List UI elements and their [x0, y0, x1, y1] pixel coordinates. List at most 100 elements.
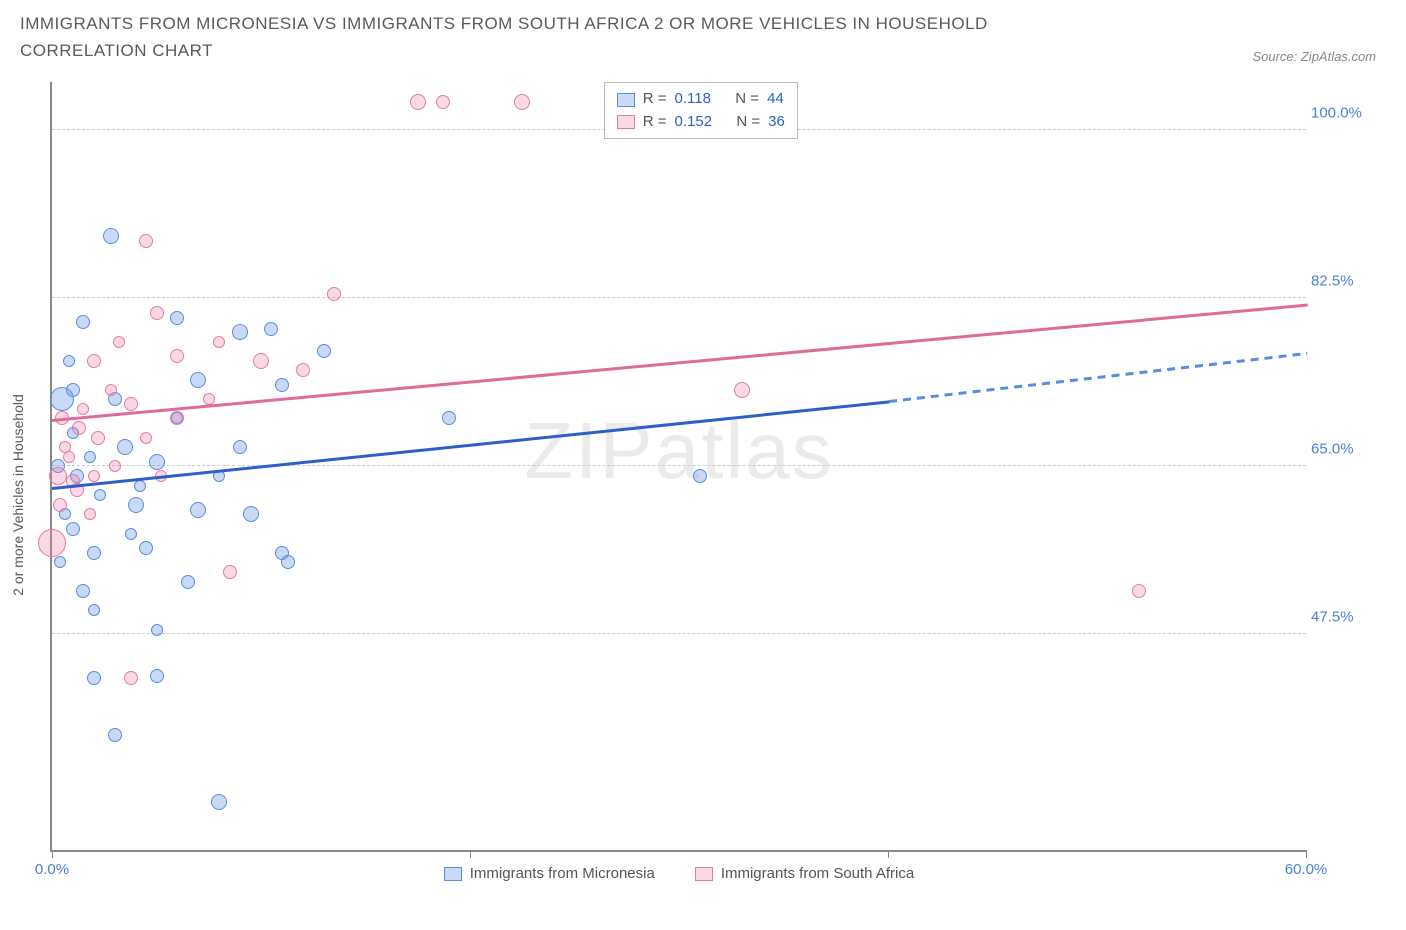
chart-title: IMMIGRANTS FROM MICRONESIA VS IMMIGRANTS… [20, 10, 1120, 64]
data-point [410, 94, 426, 110]
data-point [53, 498, 67, 512]
trend-line-micronesia-dashed [889, 352, 1308, 403]
data-point [66, 522, 80, 536]
chart-area: 2 or more Vehicles in Household ZIPatlas… [10, 72, 1396, 902]
data-point [84, 451, 96, 463]
data-point [54, 556, 66, 568]
y-tick-label: 65.0% [1311, 441, 1381, 458]
data-point [734, 382, 750, 398]
legend-r-value: 0.118 [675, 88, 711, 111]
data-point [181, 575, 195, 589]
legend-correlation: R = 0.118 N = 44R = 0.152 N = 36 [604, 82, 798, 139]
data-point [514, 94, 530, 110]
gridline [52, 633, 1306, 634]
data-point [87, 671, 101, 685]
legend-n-value: 36 [768, 111, 785, 134]
data-point [105, 384, 117, 396]
data-point [124, 671, 138, 685]
legend-n-value: 44 [767, 88, 784, 111]
data-point [170, 311, 184, 325]
legend-row: R =0.118 N =44 [617, 88, 785, 111]
x-tick [470, 850, 471, 858]
data-point [151, 624, 163, 636]
data-point [134, 480, 146, 492]
legend-r-label: R = [643, 111, 667, 134]
data-point [76, 584, 90, 598]
x-tick [52, 850, 53, 858]
data-point [436, 95, 450, 109]
legend-series-name: Immigrants from Micronesia [470, 865, 655, 882]
data-point [77, 403, 89, 415]
data-point [139, 234, 153, 248]
legend-r-value: 0.152 [675, 111, 713, 134]
data-point [1132, 584, 1146, 598]
data-point [128, 497, 144, 513]
data-point [211, 794, 227, 810]
data-point [72, 421, 86, 435]
data-point [150, 306, 164, 320]
data-point [76, 315, 90, 329]
legend-swatch [444, 867, 462, 881]
data-point [693, 469, 707, 483]
data-point [108, 728, 122, 742]
x-tick [1306, 850, 1307, 858]
data-point [49, 467, 67, 485]
watermark-text: ZIPatlas [524, 405, 833, 497]
data-point [253, 353, 269, 369]
legend-item: Immigrants from South Africa [695, 865, 914, 882]
data-point [117, 439, 133, 455]
data-point [87, 546, 101, 560]
data-point [442, 411, 456, 425]
data-point [170, 411, 184, 425]
gridline [52, 465, 1306, 466]
trend-line-south-africa [52, 304, 1308, 422]
data-point [113, 336, 125, 348]
data-point [149, 454, 165, 470]
data-point [190, 372, 206, 388]
data-point [50, 387, 74, 411]
data-point [190, 502, 206, 518]
legend-swatch [617, 115, 635, 129]
legend-swatch [695, 867, 713, 881]
y-tick-label: 47.5% [1311, 609, 1381, 626]
data-point [91, 431, 105, 445]
data-point [63, 355, 75, 367]
y-tick-label: 82.5% [1311, 273, 1381, 290]
data-point [275, 378, 289, 392]
data-point [87, 354, 101, 368]
data-point [103, 228, 119, 244]
data-point [109, 460, 121, 472]
gridline [52, 297, 1306, 298]
legend-row: R = 0.152 N = 36 [617, 111, 785, 134]
data-point [296, 363, 310, 377]
legend-n-label: N = [736, 111, 760, 134]
legend-series: Immigrants from Micronesia Immigrants fro… [52, 865, 1306, 882]
y-axis-label: 2 or more Vehicles in Household [10, 395, 26, 597]
data-point [124, 397, 138, 411]
data-point [170, 349, 184, 363]
data-point [88, 604, 100, 616]
legend-swatch [617, 93, 635, 107]
data-point [59, 441, 71, 453]
data-point [140, 432, 152, 444]
data-point [38, 529, 66, 557]
data-point [213, 336, 225, 348]
plot-area: ZIPatlas 47.5%65.0%82.5%100.0%0.0%60.0%R… [50, 82, 1306, 852]
legend-r-label: R = [643, 88, 667, 111]
data-point [223, 565, 237, 579]
chart-source: Source: ZipAtlas.com [1252, 49, 1376, 64]
data-point [232, 324, 248, 340]
data-point [243, 506, 259, 522]
data-point [233, 440, 247, 454]
data-point [264, 322, 278, 336]
data-point [84, 508, 96, 520]
data-point [317, 344, 331, 358]
data-point [281, 555, 295, 569]
legend-item: Immigrants from Micronesia [444, 865, 655, 882]
legend-series-name: Immigrants from South Africa [721, 865, 914, 882]
data-point [327, 287, 341, 301]
data-point [94, 489, 106, 501]
data-point [139, 541, 153, 555]
data-point [88, 470, 100, 482]
chart-container: IMMIGRANTS FROM MICRONESIA VS IMMIGRANTS… [10, 10, 1396, 902]
